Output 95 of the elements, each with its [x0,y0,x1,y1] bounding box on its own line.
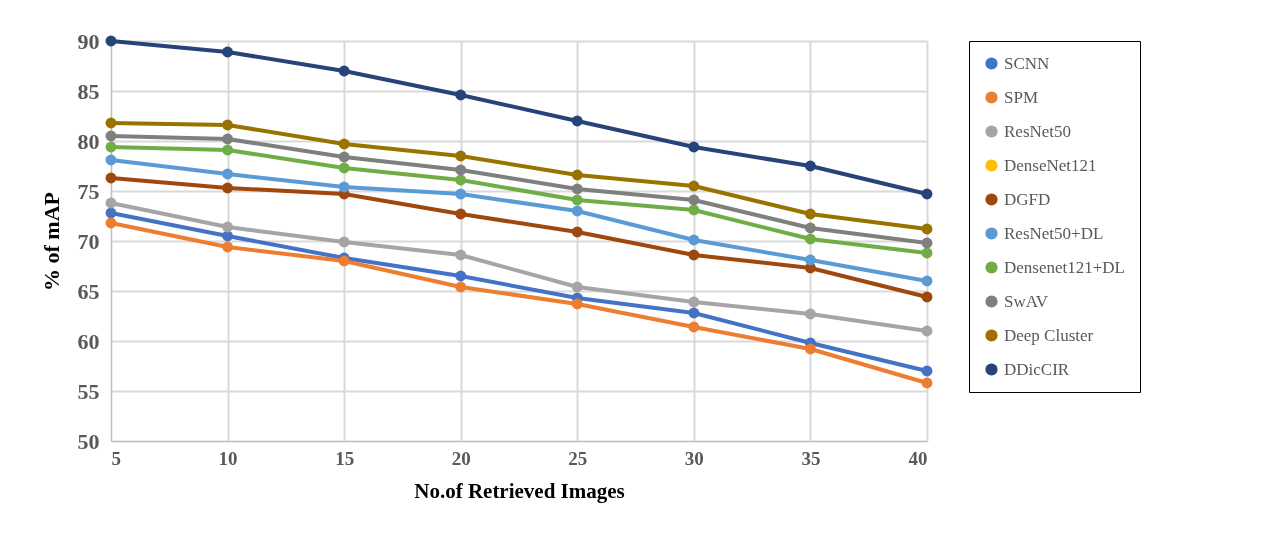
point [688,249,700,261]
point [338,162,350,174]
y-tick-label: 55 [77,378,100,404]
point [804,254,816,266]
point [455,249,467,261]
point [105,207,117,219]
legend-label: ResNet50+DL [1004,223,1104,243]
point [105,130,117,142]
y-axis-title: % of mAP [38,192,64,291]
point [571,115,583,127]
point [804,208,816,220]
point [222,144,234,156]
point [455,150,467,162]
x-tick-label: 20 [451,447,471,469]
y-tick-label: 85 [77,78,100,104]
y-tick-label: 65 [77,278,100,304]
point [222,182,234,194]
point [105,141,117,153]
point [571,169,583,181]
point [921,188,933,200]
x-tick-label: 30 [684,447,704,469]
point [571,298,583,310]
point [222,46,234,58]
point [105,172,117,184]
legend-label: DGFD [1004,189,1051,209]
point [338,151,350,163]
legend-label: SPM [1004,87,1039,107]
point [688,194,700,206]
point [804,222,816,234]
point [222,133,234,145]
point [921,237,933,249]
point [804,308,816,320]
point [105,217,117,229]
point [571,194,583,206]
point [688,204,700,216]
x-tick-label: 25 [568,447,588,469]
point [688,234,700,246]
point [921,223,933,235]
point [455,164,467,176]
point [455,188,467,200]
point [921,377,933,389]
point [455,208,467,220]
point [105,197,117,209]
point [222,168,234,180]
point [455,174,467,186]
point [571,183,583,195]
legend-label: ResNet50 [1004,121,1072,141]
point [338,65,350,77]
point [222,119,234,131]
point [688,180,700,192]
point [804,233,816,245]
point [921,291,933,303]
legend-label: Densenet121+DL [1004,257,1126,277]
point [455,89,467,101]
y-tick-label: 80 [77,128,100,154]
y-tick-label: 50 [77,428,100,454]
point [688,141,700,153]
point [105,117,117,129]
y-tick-label: 75 [77,178,100,204]
x-tick-label: 40 [908,447,928,469]
point [688,321,700,333]
point [921,247,933,259]
x-tick-label: 35 [801,447,821,469]
point [338,138,350,150]
legend-label: DenseNet121 [1004,155,1097,175]
point [804,343,816,355]
point [455,281,467,293]
point [688,296,700,308]
point [571,281,583,293]
x-tick-label: 5 [111,447,121,469]
point [222,241,234,253]
y-tick-label: 60 [77,328,100,354]
point [571,205,583,217]
point [688,307,700,319]
legend-label: Deep Cluster [1004,325,1094,345]
point [921,275,933,287]
point [105,35,117,47]
x-tick-label: 15 [335,447,355,469]
point [338,236,350,248]
y-tick-label: 70 [77,228,100,254]
y-tick-label: 90 [77,28,100,54]
x-axis-title: No.of Retrieved Images [414,478,625,503]
point [455,270,467,282]
x-tick-label: 10 [218,447,238,469]
legend-label: SwAV [1004,291,1049,311]
point [338,181,350,193]
point [222,221,234,233]
point [921,325,933,337]
legend-label: DDicCIR [1004,359,1070,379]
point [921,365,933,377]
point [804,160,816,172]
point [105,154,117,166]
point [571,226,583,238]
legend-label: SCNN [1004,53,1050,73]
point [222,230,234,242]
